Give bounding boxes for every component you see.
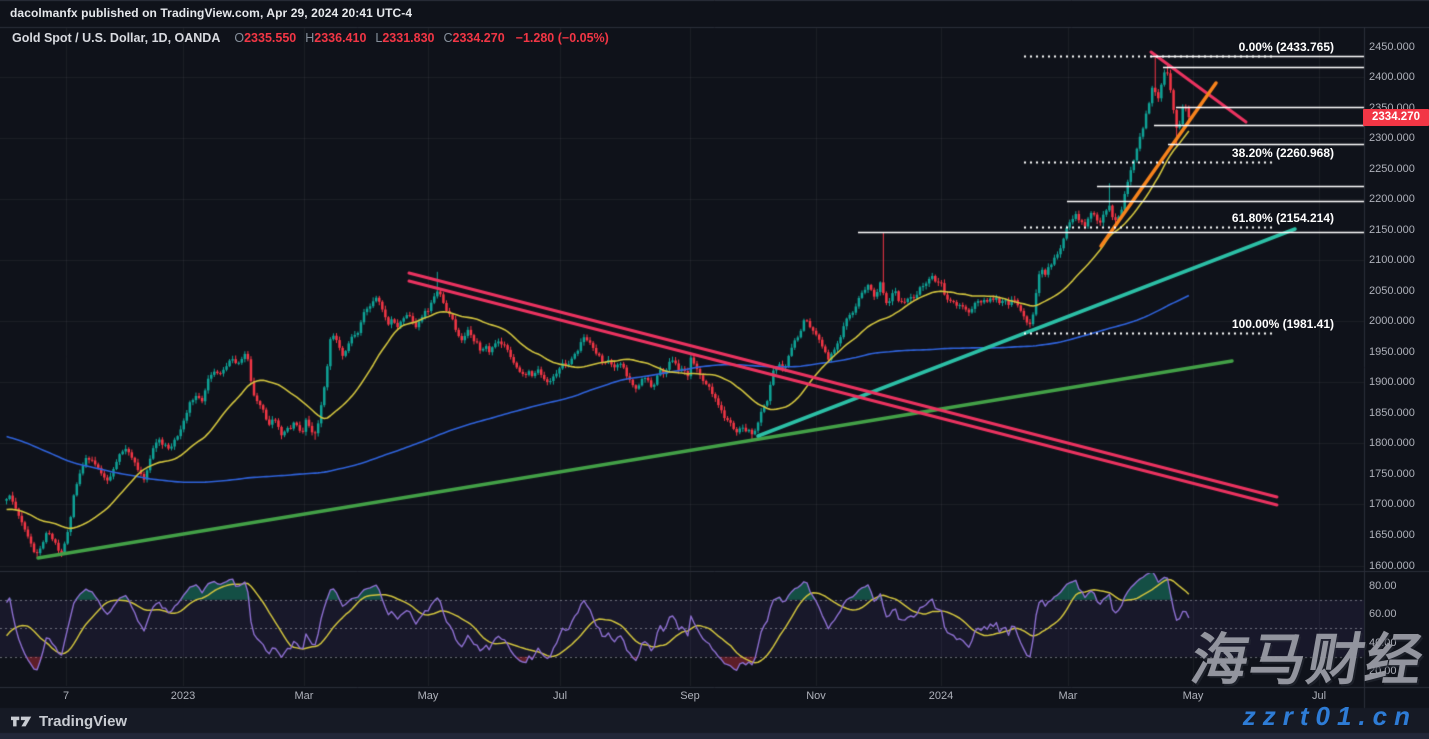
rsi-axis-tick: 80.00 — [1369, 579, 1397, 592]
time-axis-label: Nov — [806, 690, 826, 702]
price-axis-tick: 2100.000 — [1369, 254, 1415, 267]
watermark-cjk: 海马财经 — [1186, 628, 1429, 693]
time-axis-label: 2024 — [928, 690, 954, 702]
price-axis-tick: 1800.000 — [1369, 437, 1415, 450]
time-axis-label: Sep — [680, 690, 700, 702]
price-axis-tick: 2000.000 — [1369, 315, 1415, 328]
publish-text: dacolmanfx published on TradingView.com,… — [10, 6, 413, 20]
ohlc-low: L2331.830 — [375, 31, 435, 45]
symbol-title[interactable]: Gold Spot / U.S. Dollar, 1D, OANDA — [12, 31, 221, 45]
chart-legend[interactable]: Gold Spot / U.S. Dollar, 1D, OANDA O2335… — [12, 31, 609, 45]
price-axis-tick: 1850.000 — [1369, 406, 1415, 419]
footer-brand[interactable]: TradingView — [11, 713, 127, 730]
price-axis-tick: 2050.000 — [1369, 284, 1415, 297]
price-axis-tick: 2300.000 — [1369, 132, 1415, 145]
ohlc-close: C2334.270 — [443, 31, 505, 45]
rsi-axis-tick: 40.00 — [1369, 636, 1397, 649]
fib-level-label: 38.20% (2260.968) — [1231, 145, 1334, 160]
tradingview-brand-text[interactable]: TradingView — [39, 713, 128, 730]
fib-level-label: 0.00% (2433.765) — [1238, 40, 1334, 55]
rsi-axis-tick: 20.00 — [1369, 665, 1397, 677]
price-axis-tick: 1750.000 — [1369, 467, 1415, 480]
ohlc-high: H2336.410 — [305, 31, 367, 45]
publish-info-bar: dacolmanfx published on TradingView.com,… — [10, 6, 412, 20]
last-price-tag: 2334.270 — [1363, 108, 1429, 126]
price-axis-tick: 2400.000 — [1369, 71, 1415, 84]
time-axis-label: May — [417, 690, 439, 702]
price-axis-tick: 1650.000 — [1369, 528, 1415, 541]
time-axis-label: Mar — [294, 690, 314, 702]
watermark-url: zzrt01.cn — [1242, 701, 1417, 731]
tradingview-logo-icon — [11, 714, 32, 729]
time-axis-label: 7 — [62, 690, 70, 702]
time-axis-label: 2023 — [170, 690, 196, 702]
time-axis-label: May — [1182, 690, 1204, 702]
change-value: −1.280 (−0.05%) — [515, 31, 609, 45]
price-axis-tick: 2200.000 — [1369, 193, 1415, 206]
time-axis-label: Jul — [552, 690, 568, 702]
price-axis-tick: 1600.000 — [1369, 559, 1415, 572]
price-axis-tick: 1700.000 — [1369, 498, 1415, 511]
time-axis-label: Mar — [1058, 690, 1078, 702]
time-axis-label: Jul — [1311, 690, 1327, 702]
price-axis-tick: 2150.000 — [1369, 223, 1415, 236]
ohlc-open: O2335.550 — [234, 31, 297, 45]
fib-level-label: 61.80% (2154.214) — [1231, 211, 1334, 226]
price-axis-tick: 1950.000 — [1369, 345, 1415, 358]
price-axis-tick: 2250.000 — [1369, 162, 1415, 175]
fib-level-label: 100.00% (1981.41) — [1231, 316, 1334, 331]
price-axis-tick: 2450.000 — [1369, 40, 1415, 53]
price-axis-tick: 1900.000 — [1369, 376, 1415, 389]
rsi-axis-tick: 60.00 — [1369, 608, 1397, 620]
